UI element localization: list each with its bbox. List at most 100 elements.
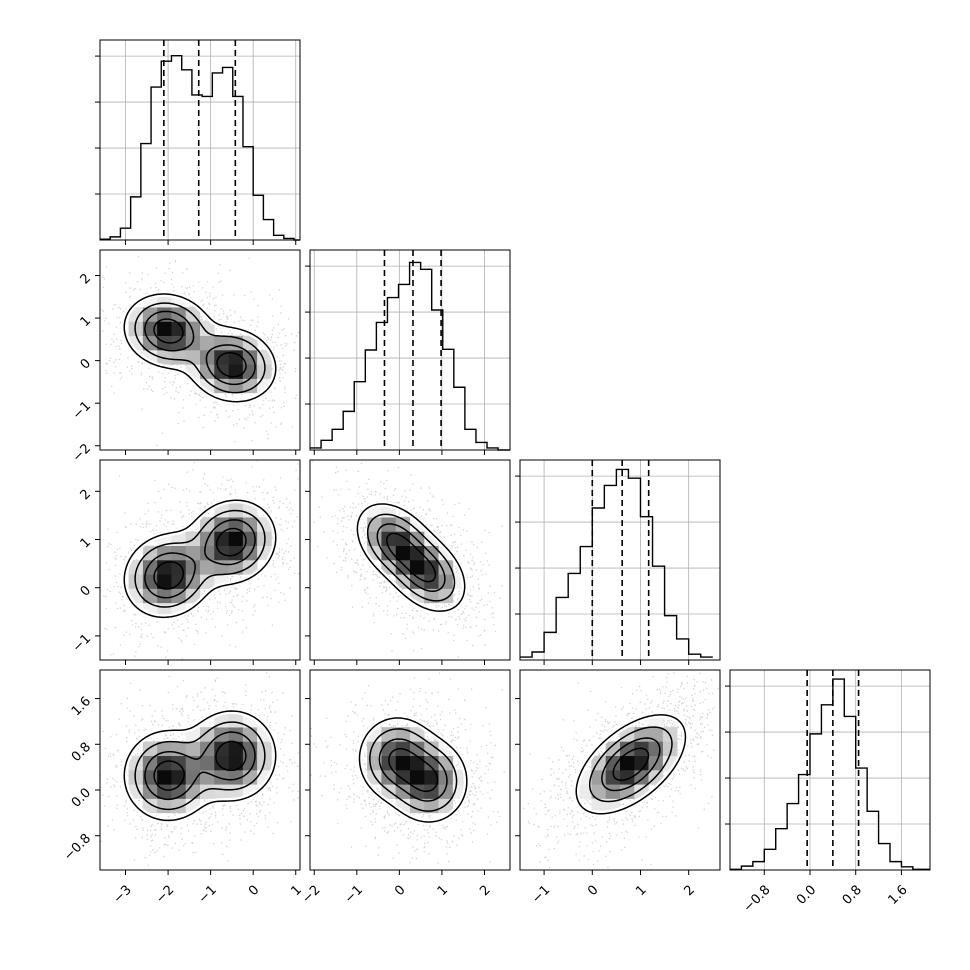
y-tick-label-dim1-4: 2 [78,271,94,287]
density-cell [142,307,158,322]
panel-frame [519,459,721,661]
density-cell [157,321,172,337]
density-cell [228,378,244,394]
histogram-panel-3 [725,669,931,875]
scatter-panel-2-3 [515,669,721,875]
density-cell [200,545,215,561]
x-tick-label-dim1-3: 1 [435,883,451,899]
panel-content [312,460,503,658]
contour-level-2 [376,523,446,593]
contour-level-1 [134,509,266,608]
density-cell [157,350,172,365]
density-cell [424,560,439,575]
density-cell [591,770,607,785]
density-cell [242,378,258,394]
contour-level-0 [356,503,466,612]
panel-frame [309,459,511,661]
density-cell [214,784,229,799]
x-tick-label-dim0-0: −3 [111,883,135,907]
density-cell [591,798,607,814]
density-cell [157,560,172,575]
density-cell [200,574,215,589]
density-cell [214,770,229,785]
density-cell [410,574,425,589]
contour-level-2 [601,737,661,792]
density-cell [171,335,187,351]
density-cell [185,770,201,785]
contour-level-1 [369,728,458,812]
panel-frame [309,249,511,451]
panel-content [520,670,720,868]
histogram-step-line [100,54,300,241]
density-cell [128,784,144,799]
density-cell [410,560,425,575]
x-tick-label-dim3-2: 0.8 [840,883,865,908]
x-tick-label-dim3-0: −0.8 [741,883,774,916]
density-cell [381,545,397,561]
density-cell [185,545,201,561]
density-cell [157,588,172,604]
x-tick-label-dim3-3: 1.6 [885,883,910,908]
histogram-step-line [310,261,510,451]
density-cell [257,517,272,532]
density-cell [200,335,215,351]
density-cell [200,770,215,785]
density-cell [591,784,607,799]
contour-level-2 [144,519,256,599]
density-cell [142,755,158,771]
density-cell [171,741,187,757]
y-tick-label-dim2-3: 2 [78,487,94,503]
density-cell [228,531,244,547]
density-cell [242,727,258,742]
panel-frame [99,459,301,661]
panel-frame [309,669,511,871]
density-cell [157,574,172,589]
y-tick-label-dim2-1: 0 [78,583,94,599]
density-cell [157,335,172,351]
density-cell [200,321,215,337]
contour-level-2 [378,738,448,802]
y-tick-label-dim3-3: 1.6 [69,694,94,719]
density-cell [634,755,649,771]
density-cell [228,755,244,771]
scatter-points [310,672,505,870]
density-cell [410,770,425,785]
density-cell [381,741,397,757]
contour-level-0 [123,293,277,403]
x-tick-label-dim0-2: −1 [196,883,220,907]
density-cell [157,798,172,814]
density-cell [185,350,201,365]
density-cell [142,335,158,351]
density-cell [410,784,425,799]
density-cell [620,770,635,785]
y-tick-label-dim1-3: 1 [78,314,94,330]
density-cell [620,741,635,757]
contour-level-0 [358,717,468,823]
y-tick-label-dim1-1: −1 [70,399,94,423]
density-cell [214,531,229,547]
y-tick-label-dim2-0: −1 [70,631,94,655]
contour-level-1 [134,302,266,394]
density-cell [171,798,187,814]
panel-frame [519,669,721,871]
density-cell [662,741,678,757]
density-cell [214,755,229,771]
x-tick-label-dim3-1: 0.0 [794,883,819,908]
density-cell [185,560,201,575]
scatter-panel-0-3 [95,669,301,875]
panel-content [310,672,505,870]
contour-level-1 [366,513,456,602]
x-tick-label-dim0-1: −2 [153,883,177,907]
density-cell [577,784,592,799]
histogram-step-line [520,468,713,658]
density-cell [185,588,201,604]
density-cell [142,741,158,757]
panel-frame [729,669,931,871]
y-tick-label-dim3-2: 0.8 [69,740,94,765]
density-cell [395,545,411,561]
density-cell [228,545,244,561]
density-cell [395,755,411,771]
density-cell [438,560,454,575]
contour-level-3 [612,747,650,781]
contour-level-1 [588,726,673,803]
